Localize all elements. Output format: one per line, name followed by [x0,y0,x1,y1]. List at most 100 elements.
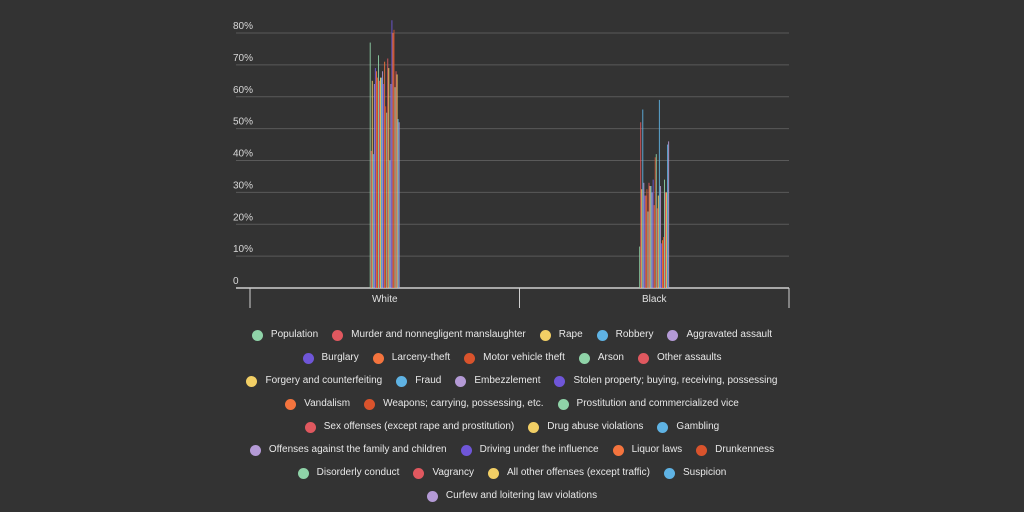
bar [641,189,643,288]
bar [375,71,377,288]
legend-item[interactable]: Other assaults [637,349,722,367]
bar [668,141,670,288]
legend-item[interactable]: Curfew and loitering law violations [426,487,598,505]
bar [384,61,386,288]
bar [649,186,651,288]
legend-swatch [304,421,316,433]
y-tick-label: 20% [233,212,253,223]
legend-label: Gambling [676,421,720,432]
legend-item[interactable]: Weapons; carrying, possessing, etc. [364,395,544,413]
legend-item[interactable]: Drug abuse violations [528,418,643,436]
legend-item[interactable]: Murder and nonnegligent manslaughter [332,326,526,344]
legend-item[interactable]: Suspicion [664,464,726,482]
legend-item[interactable]: Sex offenses (except rape and prostituti… [304,418,515,436]
legend-swatch [285,398,297,410]
legend-item[interactable]: Burglary [302,349,359,367]
y-tick-label: 0 [233,276,239,287]
legend-item[interactable]: Aggravated assault [667,326,772,344]
legend-swatch [364,398,376,410]
legend-item[interactable]: Fraud [396,372,441,390]
legend-swatch [413,467,425,479]
legend-item[interactable]: Motor vehicle theft [464,349,565,367]
legend-swatch [372,352,384,364]
legend-swatch [528,421,540,433]
legend-swatch [557,398,569,410]
bar [652,179,654,288]
legend-label: Rape [558,329,583,340]
legend-swatch [578,352,590,364]
bar [389,160,391,288]
bar [645,195,647,288]
y-tick-label: 40% [233,149,253,160]
legend-swatch [396,375,408,387]
bar [390,84,392,288]
legend-item[interactable]: Robbery [596,326,653,344]
legend-item[interactable]: Driving under the influence [460,441,599,459]
bar [391,20,393,288]
legend-item[interactable]: Prostitution and commercialized vice [557,395,739,413]
legend-item[interactable]: Larceny-theft [372,349,451,367]
legend-item[interactable]: Rape [539,326,583,344]
legend-label: Motor vehicle theft [483,352,565,363]
legend-swatch [612,444,624,456]
chart-legend: Population Murder and nonnegligent mansla… [230,326,794,505]
bar [660,243,662,288]
legend-item[interactable]: Embezzlement [455,372,540,390]
legend-item[interactable]: Population [251,326,319,344]
bar [650,186,652,288]
bar [382,71,384,288]
bar [664,179,665,288]
legend-swatch [246,375,258,387]
bar [655,154,657,288]
legend-item[interactable]: Vagrancy [413,464,474,482]
legend-item[interactable]: Gambling [657,418,719,436]
legend-item[interactable]: Offenses against the family and children [249,441,447,459]
legend-label: All other offenses (except traffic) [506,467,650,478]
bar [383,84,385,288]
bar [643,182,645,288]
bar [653,205,655,288]
legend-swatch [464,352,476,364]
legend-label: Vandalism [304,398,351,409]
legend-label: Offenses against the family and children [268,444,447,455]
bar [385,106,387,288]
legend-label: Aggravated assault [686,329,773,340]
y-tick-label: 50% [233,117,253,128]
bar [640,122,642,288]
legend-item[interactable]: Arson [578,349,624,367]
legend-label: Larceny-theft [391,352,451,363]
legend-item[interactable]: Vandalism [285,395,350,413]
bar [381,77,383,288]
legend-label: Curfew and loitering law violations [445,490,598,501]
bar [373,84,375,288]
bar [665,192,666,288]
bar [651,192,653,288]
legend-swatch [657,421,669,433]
y-tick-label: 60% [233,85,253,96]
bar-chart: 0 10% 20% 30% 40% 50% 60% 70% 80% White Black [233,20,790,308]
bar [370,150,372,288]
bar [395,71,397,288]
legend-swatch [637,352,649,364]
legend-label: Prostitution and commercialized vice [576,398,739,409]
bar [642,109,644,288]
bar [667,144,669,288]
legend-label: Embezzlement [474,375,541,386]
x-tick-label: White [372,294,398,305]
legend-label: Sex offenses (except rape and prostituti… [323,421,515,432]
legend-label: Forgery and counterfeiting [265,375,383,386]
bar [654,157,656,288]
legend-item[interactable]: Disorderly conduct [297,464,399,482]
bar [379,80,380,288]
legend-item[interactable]: Drunkenness [696,441,774,459]
bar [639,246,641,288]
legend-label: Other assaults [656,352,722,363]
legend-label: Population [270,329,319,340]
legend-item[interactable]: Forgery and counterfeiting [246,372,382,390]
legend-item[interactable]: All other offenses (except traffic) [487,464,650,482]
legend-item[interactable]: Stolen property; buying, receiving, poss… [554,372,778,390]
legend-swatch [667,329,679,341]
legend-item[interactable]: Liquor laws [612,441,682,459]
bar [659,186,661,288]
legend-swatch [455,375,467,387]
